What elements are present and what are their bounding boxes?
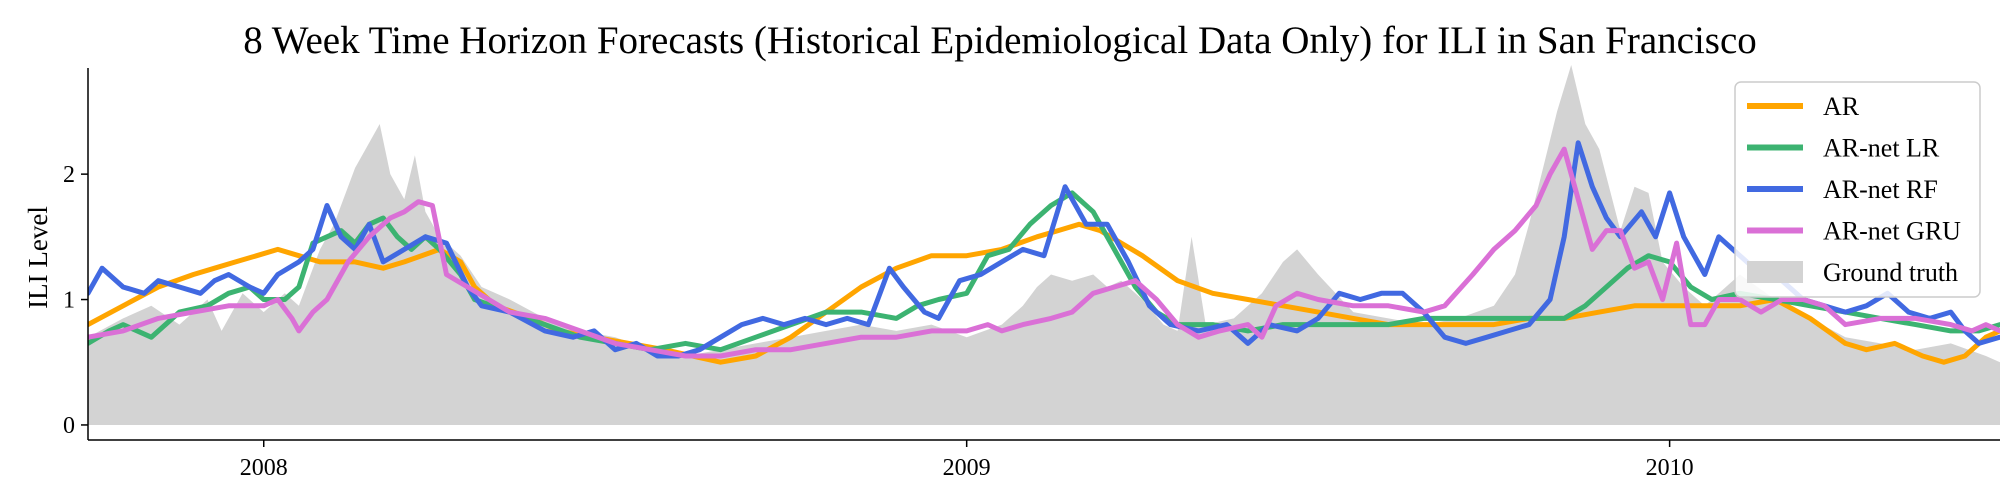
legend-label-ar-net-lr: AR-net LR <box>1823 134 1940 163</box>
y-tick-label: 2 <box>63 162 75 188</box>
x-tick-label: 2009 <box>943 455 991 481</box>
series-line-ar-net-rf <box>88 140 2000 359</box>
y-tick-label: 1 <box>63 288 75 314</box>
series-line-ar-net-gru <box>88 146 2000 359</box>
legend-swatch-ground-truth <box>1747 261 1803 283</box>
series-line-ar-net-lr <box>88 190 2000 353</box>
x-tick-label: 2010 <box>1646 455 1694 481</box>
axes-layer: 0 1 2 2008 2009 2010 ILI Level <box>23 68 2000 481</box>
x-tick-label: 2008 <box>240 455 288 481</box>
legend-label-ar-net-rf: AR-net RF <box>1823 175 1938 204</box>
legend: AR AR-net LR AR-net RF AR-net GRU Ground tru… <box>1734 81 1981 298</box>
legend-label-ar: AR <box>1823 92 1860 121</box>
y-axis-label: ILI Level <box>23 206 53 309</box>
legend-box <box>1734 81 1981 298</box>
y-tick-label: 0 <box>63 413 75 439</box>
series-line-ar <box>88 221 2000 365</box>
legend-label-ground-truth: Ground truth <box>1823 258 1958 287</box>
legend-label-ar-net-gru: AR-net GRU <box>1823 217 1961 246</box>
chart-title: 8 Week Time Horizon Forecasts (Historica… <box>243 19 1757 62</box>
series-layer <box>88 140 2000 365</box>
